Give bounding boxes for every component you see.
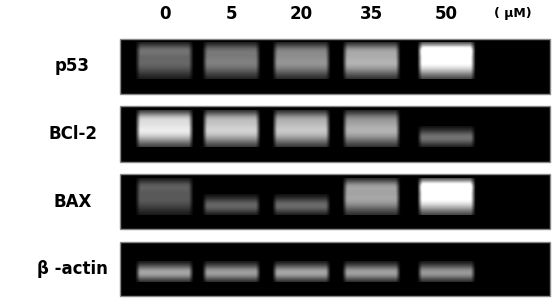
Text: 50: 50 [435, 5, 458, 23]
Text: ( μM): ( μM) [494, 7, 531, 20]
Text: 5: 5 [226, 5, 237, 23]
Text: 20: 20 [290, 5, 313, 23]
Text: BAX: BAX [54, 193, 92, 211]
Bar [120, 106, 550, 162]
Bar [120, 174, 550, 229]
Text: 0: 0 [159, 5, 170, 23]
Text: BCl-2: BCl-2 [48, 125, 97, 143]
Text: p53: p53 [55, 57, 90, 75]
Text: 35: 35 [359, 5, 383, 23]
Bar [120, 242, 550, 296]
Bar [120, 38, 550, 94]
Text: β -actin: β -actin [37, 260, 108, 278]
